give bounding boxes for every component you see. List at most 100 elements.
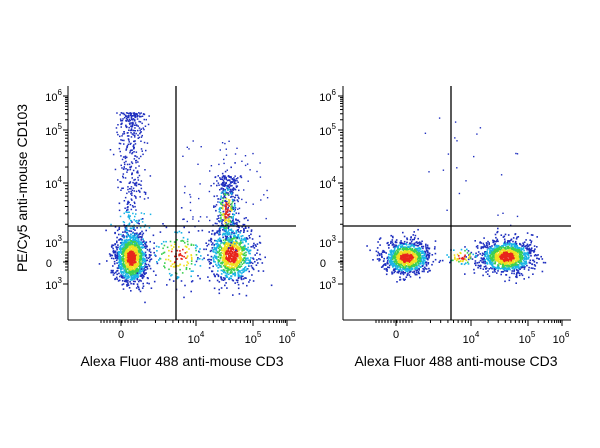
left-cd3neg-cd103neg-dot xyxy=(141,277,144,280)
left-cd3neg-cd103neg-dot xyxy=(117,256,119,258)
left-cd3pos-cd103pos-core-dot xyxy=(225,198,228,200)
left-cd3pos-cd103neg-dot xyxy=(211,242,214,244)
left-cd3neg-cd103pos-dot xyxy=(140,136,143,138)
left-cd3neg-cd103neg-dot xyxy=(130,266,133,268)
left-cd3neg-cd103neg-dot xyxy=(132,241,135,244)
left-cd3pos-cd103neg-dot xyxy=(227,244,230,247)
right-cd3pos-cd103neg-dot xyxy=(487,255,490,258)
right-cd3neg-cd103neg-dot xyxy=(397,251,399,254)
left-cd3pos-cd103neg-dot xyxy=(241,272,243,274)
left-cd3neg-cd103neg-dot xyxy=(134,245,137,248)
right-cd3neg-cd103neg-dot xyxy=(397,263,400,265)
right-cd3pos-cd103neg-dot xyxy=(515,246,518,248)
left-cd3neg-cd103neg-dot xyxy=(132,258,135,261)
left-bridge-dot xyxy=(140,268,143,270)
left-cd3pos-cd103neg-dot xyxy=(226,272,228,275)
right-cd3pos-cd103neg-dot xyxy=(485,244,488,246)
left-cd3pos-cd103pos-core-dot xyxy=(225,219,227,221)
left-cd3pos-cd103neg-dot xyxy=(247,262,250,264)
left-cd3pos-cd103neg-dot xyxy=(259,242,262,244)
left-cd3neg-cd103neg-dot xyxy=(133,277,135,279)
left-bridge-dot xyxy=(161,253,163,255)
left-cd3pos-cd103neg-dot xyxy=(227,260,230,262)
left-cd3pos-cd103pos-dot xyxy=(237,200,239,203)
left-cd3pos-cd103neg-dot xyxy=(227,234,229,236)
left-cd3pos-cd103neg-dot xyxy=(227,257,229,260)
left-cd3neg-cd103pos-dot xyxy=(117,186,119,189)
right-cd3neg-cd103neg-dot xyxy=(382,260,385,263)
left-cd3neg-cd103pos-dot xyxy=(128,201,130,204)
left-cd3neg-cd103pos-dot xyxy=(128,129,130,131)
left-cd3neg-cd103neg-dot xyxy=(121,244,123,247)
left-cd3neg-cd103neg-dot xyxy=(130,282,132,285)
left-cd3neg-cd103pos-dot xyxy=(126,232,128,235)
left-cd3pos-cd103pos-core-dot xyxy=(224,233,226,236)
right-cd3neg-cd103neg-dot xyxy=(405,276,408,278)
left-cd3pos-cd103neg-dot xyxy=(228,267,231,269)
left-cd3pos-cd103neg-dot xyxy=(197,257,199,259)
left-cd3pos-cd103neg-dot xyxy=(228,251,231,253)
left-cd3pos-cd103neg-dot xyxy=(231,250,233,253)
left-cd3neg-cd103pos-dot xyxy=(135,124,138,126)
right-cd3neg-cd103neg-dot xyxy=(388,247,390,249)
left-cd3neg-cd103pos-dot xyxy=(125,120,128,122)
left-cd3neg-cd103neg-dot xyxy=(122,267,125,270)
left-cd3neg-cd103pos-dot xyxy=(139,131,142,134)
left-cd3pos-cd103neg-dot xyxy=(231,267,233,270)
left-cd3pos-cd103neg-dot xyxy=(243,229,245,232)
left-cd3neg-cd103neg-dot xyxy=(120,263,123,265)
left-cd3pos-cd103neg-dot xyxy=(245,254,247,256)
left-bridge-dot xyxy=(179,268,181,271)
left-sparse-dot xyxy=(252,203,254,205)
left-cd3pos-cd103neg-dot xyxy=(222,229,224,231)
right-cd3neg-cd103neg-dot xyxy=(411,248,414,250)
left-cd3pos-cd103neg-dot xyxy=(221,256,223,258)
right-cd3neg-cd103neg-dot xyxy=(406,267,408,270)
left-cd3neg-cd103pos-dot xyxy=(125,125,127,128)
left-bridge-dot xyxy=(158,259,160,261)
left-cd3pos-cd103neg-dot xyxy=(216,242,219,245)
left-cd3pos-cd103neg-dot xyxy=(234,254,237,256)
left-cd3neg-cd103pos-dot xyxy=(130,136,133,138)
right-cd3neg-cd103neg-dot xyxy=(405,259,407,262)
right-cd3neg-cd103neg-dot xyxy=(427,251,429,253)
right-cd3neg-cd103neg-dot xyxy=(395,246,397,248)
left-cd3pos-cd103neg-dot xyxy=(242,275,244,278)
left-cd3neg-cd103neg-dot xyxy=(132,236,134,239)
right-cd3neg-cd103neg-dot xyxy=(416,258,419,261)
right-cd3neg-cd103neg-dot xyxy=(420,266,422,268)
left-cd3neg-cd103pos-dot xyxy=(132,119,134,121)
left-cd3neg-cd103neg-dot xyxy=(132,271,134,274)
right-cd3neg-cd103neg-dot xyxy=(407,257,409,259)
right-cd3neg-cd103neg-dot xyxy=(431,263,433,266)
left-cd3neg-cd103pos-dot xyxy=(128,141,130,143)
right-cd3neg-cd103neg-dot xyxy=(416,261,419,264)
left-cd3pos-cd103neg-dot xyxy=(230,275,232,277)
left-cd3pos-cd103neg-dot xyxy=(242,245,245,248)
left-cd3pos-cd103pos-dot xyxy=(228,186,231,189)
left-cd3neg-cd103neg-dot xyxy=(118,233,120,236)
right-cd3neg-cd103neg-dot xyxy=(431,254,434,256)
right-cd3neg-cd103neg-dot xyxy=(404,271,407,274)
left-cd3neg-cd103neg-dot xyxy=(145,254,147,256)
left-cd3neg-cd103pos-dot xyxy=(129,181,132,183)
left-cd3pos-cd103pos-core-dot xyxy=(232,222,234,225)
left-bridge-dot xyxy=(190,263,193,265)
left-cd3neg-cd103pos-dot xyxy=(131,205,134,207)
left-cd3pos-cd103pos-dot xyxy=(226,185,229,188)
left-cd3neg-cd103neg-dot xyxy=(129,267,131,269)
left-cd3neg-cd103neg-dot xyxy=(126,246,129,248)
right-cd3neg-cd103neg-dot xyxy=(378,252,380,255)
left-cd3neg-cd103pos-dot xyxy=(122,112,125,115)
right-cd3neg-cd103neg-dot xyxy=(416,260,419,263)
right-cd3neg-cd103neg-dot xyxy=(424,252,427,254)
left-cd3neg-cd103neg-dot xyxy=(118,255,121,257)
right-cd3neg-cd103neg-dot xyxy=(403,260,406,262)
left-cd3pos-cd103neg-dot xyxy=(240,230,242,232)
right-cd3pos-cd103neg-dot xyxy=(500,246,503,249)
left-cd3neg-cd103neg-dot xyxy=(114,253,116,256)
left-cd3neg-cd103neg-dot xyxy=(114,226,117,228)
right-cd3neg-cd103neg-dot xyxy=(413,254,416,256)
right-cd3neg-cd103neg-dot xyxy=(425,254,428,257)
left-cd3neg-cd103pos-dot xyxy=(136,118,139,120)
